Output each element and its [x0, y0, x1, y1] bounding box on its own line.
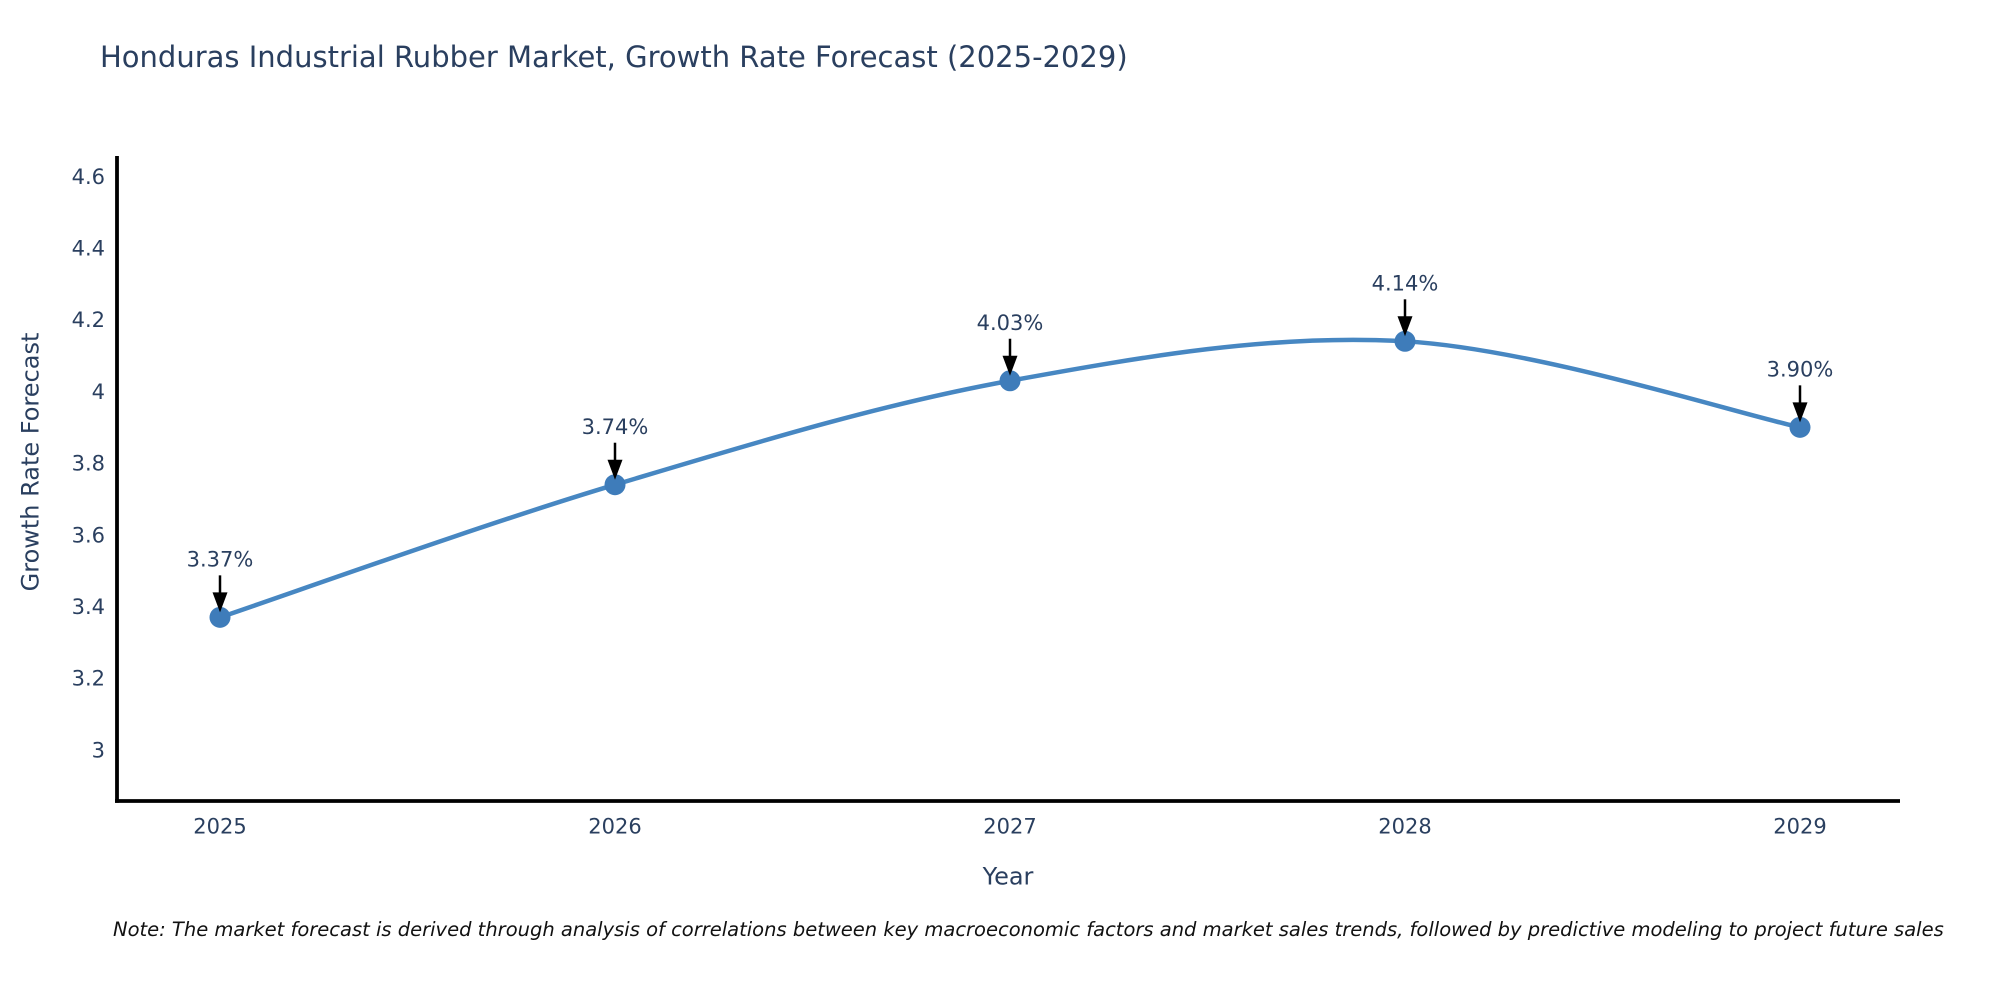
x-tick-label: 2029	[1773, 814, 1826, 838]
annotation-arrowhead	[607, 459, 623, 480]
y-tick-label: 4.6	[72, 165, 105, 189]
footnote: Note: The market forecast is derived thr…	[113, 918, 1944, 941]
data-point-marker-2028[interactable]	[1394, 330, 1416, 352]
x-tick-label: 2026	[588, 814, 641, 838]
point-value-label: 3.90%	[1767, 358, 1834, 382]
data-point-marker-2027[interactable]	[999, 370, 1021, 392]
x-tick-label: 2025	[193, 814, 246, 838]
y-tick-label: 3.4	[72, 595, 105, 619]
annotation-arrowhead	[1002, 355, 1018, 376]
y-axis-title: Growth Rate Forecast	[16, 333, 44, 592]
point-value-label: 3.74%	[582, 415, 649, 439]
point-value-label: 3.37%	[187, 548, 254, 572]
y-tick-label: 3.8	[72, 452, 105, 476]
y-tick-label: 3.6	[72, 523, 105, 547]
x-tick-label: 2027	[983, 814, 1036, 838]
y-tick-label: 3	[92, 738, 105, 762]
annotation-arrowhead	[1792, 402, 1808, 423]
y-tick-label: 4	[92, 380, 105, 404]
annotation-arrowhead	[212, 592, 228, 613]
data-point-marker-2025[interactable]	[209, 606, 231, 628]
y-tick-label: 4.4	[72, 236, 105, 260]
point-value-label: 4.03%	[977, 311, 1044, 335]
data-point-marker-2029[interactable]	[1789, 416, 1811, 438]
point-value-label: 4.14%	[1372, 272, 1439, 296]
chart-title: Honduras Industrial Rubber Market, Growt…	[100, 40, 1128, 74]
y-tick-label: 3.2	[72, 667, 105, 691]
data-point-marker-2026[interactable]	[604, 474, 626, 496]
x-axis-title: Year	[982, 862, 1034, 890]
y-tick-label: 4.2	[72, 308, 105, 332]
annotation-arrowhead	[1397, 316, 1413, 337]
x-tick-label: 2028	[1378, 814, 1431, 838]
